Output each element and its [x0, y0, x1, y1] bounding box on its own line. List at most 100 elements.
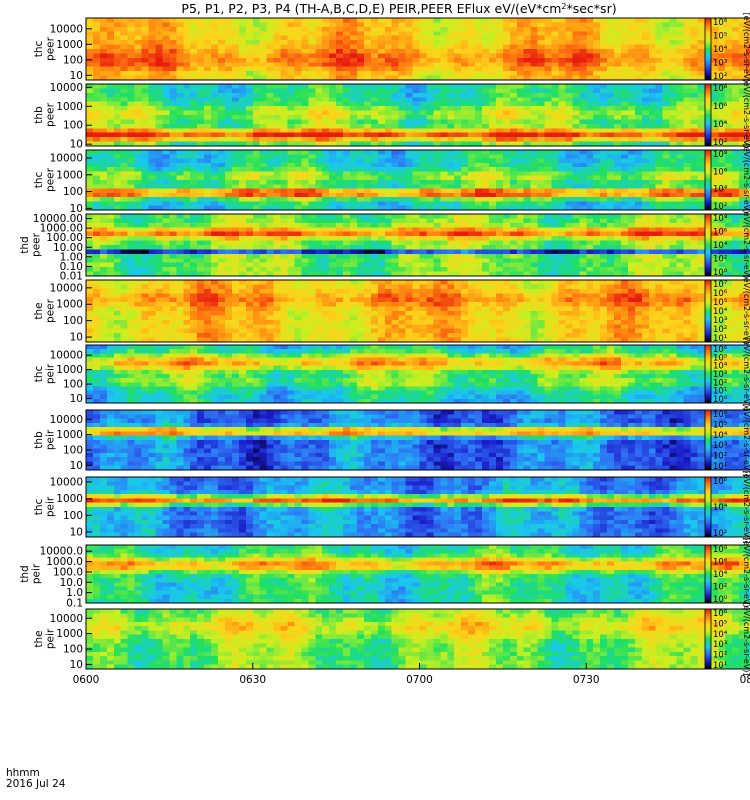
spectrogram-cell	[523, 71, 532, 76]
spectrogram-cell	[634, 192, 643, 198]
spectrogram-cell	[669, 188, 677, 194]
spectrogram-cell	[99, 18, 108, 23]
spectrogram-cell	[294, 26, 302, 32]
spectrogram-cell	[356, 214, 365, 219]
spectrogram-cell	[329, 253, 337, 259]
spectrogram-cell	[419, 62, 427, 68]
spectrogram-cell	[155, 258, 163, 264]
spectrogram-cell	[329, 240, 337, 246]
spectrogram-cell	[252, 249, 261, 255]
spectrogram-cell	[725, 197, 733, 202]
spectrogram-cell	[377, 175, 386, 181]
spectrogram-cell	[676, 137, 684, 142]
spectrogram-cell	[141, 115, 149, 120]
spectrogram-cell	[343, 197, 351, 202]
spectrogram-cell	[607, 201, 615, 207]
spectrogram-cell	[676, 123, 684, 129]
spectrogram-cell	[586, 88, 594, 94]
spectrogram-cell	[558, 192, 566, 198]
spectrogram-cell	[134, 57, 142, 63]
spectrogram-cell	[183, 141, 191, 147]
spectrogram-cell	[523, 44, 532, 50]
spectrogram-cell	[495, 222, 504, 228]
spectrogram-cell	[169, 214, 177, 219]
spectrogram-cell	[614, 92, 622, 98]
spectrogram-cell	[475, 132, 483, 138]
spectrogram-cells	[86, 84, 750, 147]
spectrogram-cell	[607, 192, 615, 198]
spectrogram-cell	[245, 31, 254, 37]
spectrogram-cell	[183, 110, 191, 116]
spectrogram-cell	[162, 35, 170, 41]
spectrogram-cell	[377, 227, 386, 233]
spectrogram-cell	[488, 92, 497, 98]
spectrogram-cell	[155, 132, 163, 138]
spectrogram-cell	[468, 128, 476, 134]
spectrogram-cell	[266, 236, 274, 241]
spectrogram-cell	[162, 132, 170, 138]
spectrogram-cell	[662, 40, 671, 45]
spectrogram-cell	[113, 218, 122, 224]
spectrogram-cell	[92, 167, 101, 172]
spectrogram-cell	[315, 162, 323, 168]
spectrogram-cell	[155, 88, 163, 94]
spectrogram-cell	[655, 188, 664, 194]
spectrogram-cell	[363, 141, 372, 147]
spectrogram-cell	[224, 197, 233, 202]
spectrogram-cell	[315, 245, 323, 250]
spectrogram-cell	[162, 49, 170, 54]
spectrogram-cell	[683, 18, 691, 23]
spectrogram-cell	[544, 123, 552, 129]
spectrogram-cell	[350, 222, 358, 228]
spectrogram-cell	[426, 97, 434, 103]
spectrogram-cell	[683, 97, 691, 103]
spectrogram-cell	[558, 62, 566, 68]
spectrogram-cell	[537, 62, 545, 68]
spectrogram-cell	[377, 84, 386, 89]
spectrogram-cell	[377, 267, 386, 272]
spectrogram-cell	[746, 26, 750, 32]
spectrogram-cell	[398, 71, 407, 76]
spectrogram-cell	[350, 71, 358, 76]
spectrogram-cell	[86, 92, 94, 98]
spectrogram-cell	[113, 197, 122, 202]
spectrogram-cell	[509, 222, 518, 228]
spectrogram-cell	[176, 101, 184, 107]
spectrogram-cell	[488, 214, 497, 219]
spectrogram-cell	[398, 84, 407, 89]
spectrogram-cell	[669, 205, 677, 211]
spectrogram-cell	[280, 88, 288, 94]
spectrogram-cell	[86, 236, 94, 241]
spectrogram-cell	[245, 18, 254, 23]
spectrogram-cell	[301, 128, 309, 134]
spectrogram-cell	[739, 66, 747, 72]
spectrogram-cell	[488, 236, 497, 241]
spectrogram-cell	[711, 154, 719, 159]
spectrogram-cell	[183, 128, 191, 134]
spectrogram-cell	[343, 262, 351, 268]
spectrogram-cell	[218, 253, 226, 259]
spectrogram-cell	[218, 222, 226, 228]
spectrogram-cell	[551, 180, 559, 185]
spectrogram-cell	[690, 92, 698, 98]
spectrogram-cell	[669, 119, 677, 125]
spectrogram-cell	[530, 175, 539, 181]
spectrogram-cell	[315, 218, 323, 224]
spectrogram-cell	[516, 197, 525, 202]
spectrogram-cell	[134, 188, 142, 194]
spectrogram-cell	[176, 222, 184, 228]
spectrogram-cell	[614, 184, 622, 189]
spectrogram-cell	[746, 128, 750, 134]
spectrogram-cell	[725, 66, 733, 72]
spectrogram-cell	[426, 62, 434, 68]
spectrogram-cell	[259, 267, 268, 272]
spectrogram-cell	[711, 137, 719, 142]
spectrogram-cell	[482, 40, 490, 45]
spectrogram-cell	[197, 62, 205, 68]
spectrogram-cell	[329, 231, 337, 237]
spectrogram-cell	[252, 245, 261, 250]
spectrogram-cell	[294, 62, 302, 68]
spectrogram-cell	[343, 18, 351, 23]
spectrogram-cell	[690, 26, 698, 32]
spectrogram-cell	[370, 31, 379, 37]
